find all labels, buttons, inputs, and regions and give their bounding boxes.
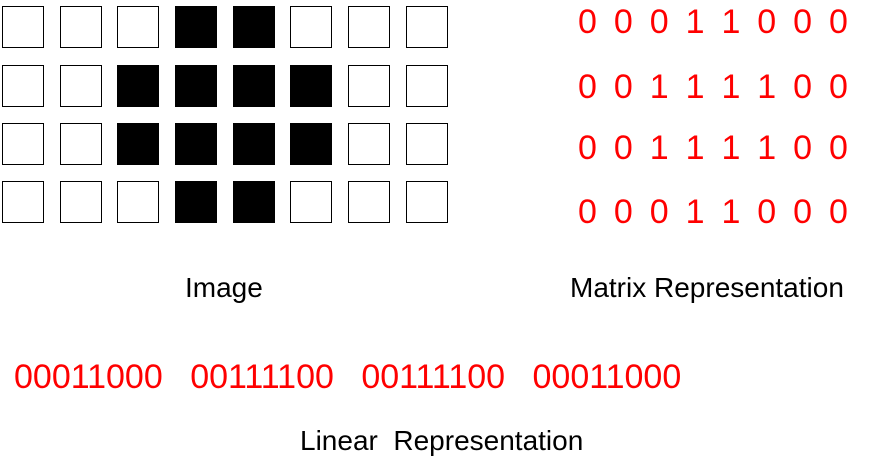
pixel-cell [60,65,102,107]
matrix-caption: Matrix Representation [570,272,844,303]
pixel-cell [175,65,217,107]
pixel-cell [2,181,44,223]
pixel-cell [2,6,44,48]
pixel-cell [233,181,275,223]
pixel-cell [175,181,217,223]
pixel-cell [290,6,332,48]
matrix-digit: 1 [685,3,705,41]
linear-caption: Linear Representation [300,425,584,456]
matrix-digit: 1 [757,129,777,167]
pixel-cell [117,181,159,223]
pixel-cell [233,65,275,107]
pixel-cell [348,6,390,48]
pixel-cell [175,123,217,165]
matrix-digit: 1 [757,68,777,106]
pixel-cell [348,181,390,223]
pixel-cell [406,181,448,223]
matrix-digit: 0 [829,68,848,106]
matrix-digit: 0 [613,129,633,167]
matrix-digit: 0 [793,193,813,231]
matrix-digit: 0 [757,3,777,41]
pixel-image-grid [0,0,460,245]
pixel-cell [233,6,275,48]
pixel-cell [348,123,390,165]
matrix-digit: 0 [829,193,848,231]
matrix-digit: 1 [721,193,741,231]
matrix-digit: 1 [685,193,705,231]
pixel-cell [175,6,217,48]
pixel-cell [117,65,159,107]
matrix-digit: 0 [829,129,848,167]
pixel-cell [60,123,102,165]
matrix-digit: 0 [649,3,669,41]
pixel-cell [406,65,448,107]
matrix-digit: 0 [578,129,597,167]
matrix-digit: 0 [578,3,597,41]
matrix-digit: 0 [793,129,813,167]
matrix-digit: 1 [685,68,705,106]
pixel-cell [117,123,159,165]
pixel-cell [2,123,44,165]
matrix-digit: 0 [829,3,848,41]
matrix-digit: 0 [793,68,813,106]
matrix-digit: 0 [613,193,633,231]
pixel-cell [60,6,102,48]
matrix-digit: 0 [613,68,633,106]
matrix-digit: 0 [757,193,777,231]
matrix-digit: 0 [793,3,813,41]
matrix-digit: 1 [649,68,669,106]
pixel-cell [117,6,159,48]
linear-representation: 00011000 00111100 00111100 00011000 [14,358,682,396]
matrix-digit: 0 [578,68,597,106]
pixel-cell [233,123,275,165]
matrix-digit: 1 [721,68,741,106]
matrix-digit: 1 [721,129,741,167]
pixel-cell [406,123,448,165]
pixel-cell [290,181,332,223]
matrix-digit: 1 [649,129,669,167]
matrix-digit: 0 [649,193,669,231]
pixel-cell [290,123,332,165]
matrix-digit: 1 [721,3,741,41]
matrix-digit: 0 [578,193,597,231]
image-caption: Image [185,272,263,303]
matrix-digit: 1 [685,129,705,167]
pixel-cell [60,181,102,223]
pixel-cell [2,65,44,107]
pixel-cell [290,65,332,107]
matrix-digit: 0 [613,3,633,41]
pixel-cell [348,65,390,107]
pixel-cell [406,6,448,48]
